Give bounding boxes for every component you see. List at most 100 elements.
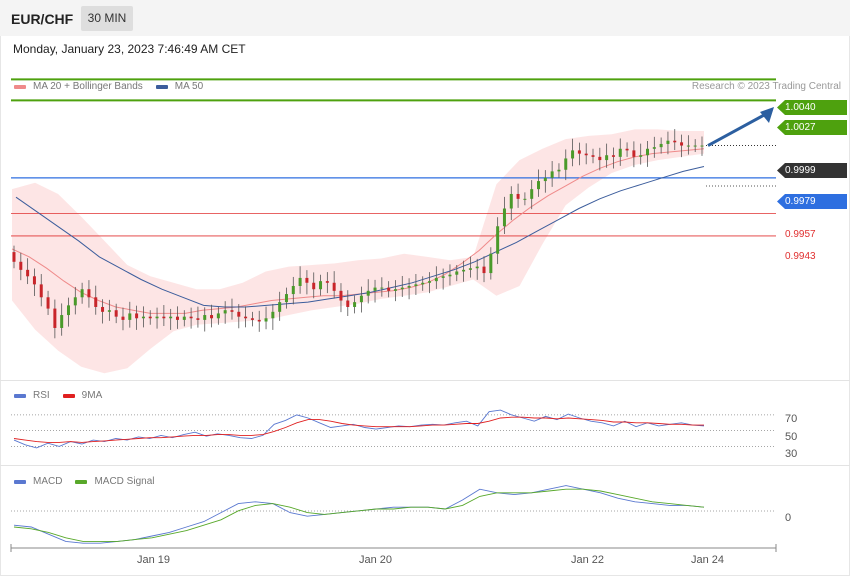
level-tag-2: 1.0027 <box>777 120 847 135</box>
candle-up <box>271 311 275 319</box>
candle-up <box>203 315 207 320</box>
candle-down <box>135 313 139 319</box>
legend-ma50-label: MA 50 <box>174 81 204 92</box>
candle-up <box>66 305 70 316</box>
candle-down <box>516 193 520 199</box>
level-tag-1: 1.0040 <box>777 100 847 115</box>
projection-arrow <box>707 112 767 147</box>
credit-text: Research © 2023 Trading Central <box>691 81 841 92</box>
rsi-line <box>13 409 705 449</box>
candle-up <box>373 287 377 291</box>
candle-up <box>393 289 397 291</box>
candle-up <box>700 145 704 147</box>
candle-up <box>509 193 513 209</box>
level-value: 1.0040 <box>785 102 816 113</box>
macd-line <box>13 485 705 544</box>
symbol-title: EUR/CHF <box>11 11 74 27</box>
macd-swatch <box>14 479 26 484</box>
candle-down <box>591 155 595 157</box>
candle-up <box>428 281 432 283</box>
candle-up <box>407 285 411 288</box>
candle-up <box>380 287 384 289</box>
candle-up <box>502 208 506 227</box>
candle-down <box>305 277 309 283</box>
candle-up <box>639 155 643 157</box>
legend-macd: MACD <box>14 476 62 487</box>
candle-up <box>605 155 609 161</box>
timestamp: Monday, January 23, 2023 7:46:49 AM CET <box>13 42 246 56</box>
rsi-tick: 50 <box>785 431 798 443</box>
x-tick-label: Jan 22 <box>571 554 605 566</box>
candle-up <box>107 310 111 312</box>
candle-up <box>169 316 173 319</box>
candle-up <box>666 140 670 144</box>
rsi-tick: 70 <box>785 413 798 425</box>
candle-up <box>496 226 500 254</box>
candle-down <box>230 310 234 312</box>
candle-down <box>53 308 57 328</box>
macd-tick: 0 <box>785 512 792 524</box>
rsi-legend: RSI 9MA <box>14 390 115 401</box>
candle-up <box>523 198 527 200</box>
candle-down <box>244 316 248 319</box>
candle-down <box>325 281 329 283</box>
level-value: 1.0027 <box>785 122 816 133</box>
candle-up <box>128 313 132 320</box>
macd-signal-line <box>13 488 705 542</box>
candle-down <box>482 266 486 274</box>
candle-down <box>148 316 152 319</box>
candle-up <box>646 148 650 156</box>
candle-up <box>359 295 363 303</box>
timeframe-button[interactable]: 30 MIN <box>81 6 133 31</box>
x-tick-label: Jan 20 <box>359 554 393 566</box>
candle-up <box>468 268 472 270</box>
candle-down <box>332 282 336 291</box>
candle-up <box>571 150 575 159</box>
candle-down <box>196 318 200 320</box>
candle-down <box>46 297 50 309</box>
candle-up <box>693 145 697 147</box>
candle-up <box>414 284 418 286</box>
candle-up <box>550 171 554 178</box>
candle-up <box>278 302 282 312</box>
rsi-ma-line <box>13 416 704 443</box>
candle-up <box>448 274 452 277</box>
candle-down <box>87 289 91 298</box>
candle-down <box>387 287 391 291</box>
ma50-swatch <box>155 84 168 89</box>
candle-down <box>32 276 36 285</box>
legend-macd-signal: MACD Signal <box>75 476 154 487</box>
candle-up <box>60 315 64 328</box>
candle-down <box>210 315 214 319</box>
candle-down <box>611 155 615 157</box>
level-value: 0.9979 <box>785 196 816 207</box>
legend-rsi-label: RSI <box>33 390 50 401</box>
candle-down <box>121 316 125 320</box>
level-value: 0.9999 <box>785 165 816 176</box>
ma50-line <box>15 166 705 308</box>
legend-rsi: RSI <box>14 390 50 401</box>
candle-up <box>264 318 268 322</box>
candle-up <box>441 276 445 278</box>
candle-up <box>80 289 84 298</box>
candle-down <box>26 269 30 277</box>
candle-down <box>39 284 43 298</box>
legend-macd-label: MACD <box>33 476 63 487</box>
candle-up <box>223 310 227 314</box>
candle-up <box>543 177 547 182</box>
legend-macd-signal-label: MACD Signal <box>94 476 155 487</box>
candle-up <box>155 316 159 319</box>
legend-ma50: MA 50 <box>155 81 204 92</box>
current-price-tag: 0.9999 <box>777 163 847 178</box>
candle-down <box>162 316 166 319</box>
macd-legend: MACD MACD Signal <box>14 476 167 487</box>
legend-ma20: MA 20 + Bollinger Bands <box>14 81 143 92</box>
candle-down <box>189 316 193 319</box>
candle-down <box>632 150 636 157</box>
candle-up <box>489 253 493 274</box>
candle-up <box>686 145 690 147</box>
candle-down <box>12 252 16 262</box>
candle-up <box>557 169 561 172</box>
candle-up <box>434 277 438 282</box>
macd-signal-swatch <box>75 479 88 484</box>
